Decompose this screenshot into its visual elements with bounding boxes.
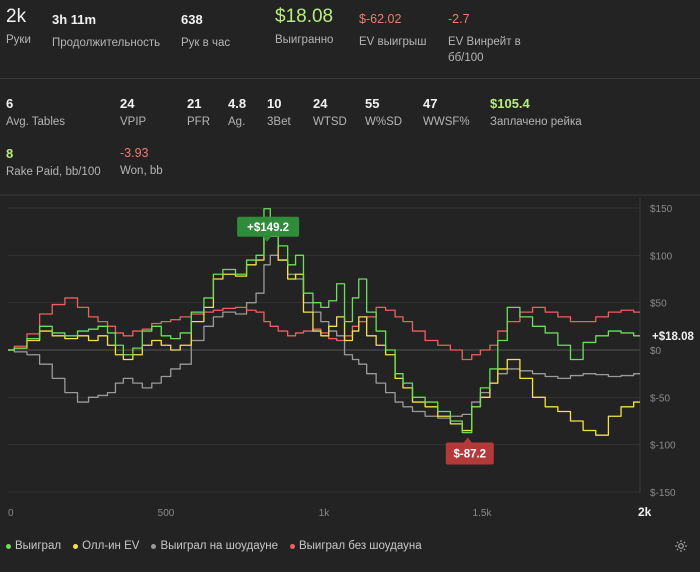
stat-label: 3Bet <box>267 116 291 128</box>
stat-value: -3.93 <box>120 146 149 160</box>
stat-label: Rake Paid, bb/100 <box>6 166 101 178</box>
hands-per-hour-stat: 638 Рук в час <box>181 12 230 51</box>
duration-stat: 3h 11m Продолжительность <box>52 12 160 51</box>
legend-showdown-dot <box>151 543 157 549</box>
stat-label: W%SD <box>365 116 403 128</box>
stat-3bet: 10 3Bet <box>267 96 291 130</box>
x-tick-label: 0 <box>8 508 14 519</box>
stat-won-bb: -3.93 Won, bb <box>120 146 163 179</box>
duration-label: Продолжительность <box>52 37 161 49</box>
ev-winrate-value: -2.7 <box>448 12 470 26</box>
stat-value: 24 <box>313 96 328 111</box>
x-tick-label: 1k <box>319 508 331 519</box>
legend-showdown-label: Выиграл на шоудауне <box>160 540 278 552</box>
y-tick-label: $0 <box>650 346 662 357</box>
won-value: $18.08 <box>275 6 334 27</box>
stat-label: WWSF% <box>423 116 470 128</box>
stat-rake-paid-bb-100: 8 Rake Paid, bb/100 <box>6 146 101 180</box>
ev-winrate-label: EV Винрейт в бб/100 <box>448 36 521 64</box>
min-badge-pointer <box>463 437 472 443</box>
min-badge-label: $-87.2 <box>453 449 486 461</box>
stat-value: 6 <box>6 96 14 111</box>
legend-won-label: Выиграл <box>15 540 62 552</box>
stat-value: 24 <box>120 96 135 111</box>
ev-winrate-stat: -2.7 EV Винрейт в бб/100 <box>448 12 538 66</box>
stat-wwsf-: 47 WWSF% <box>423 96 470 130</box>
stat-label: Заплачено рейка <box>490 116 582 128</box>
stat-label: Avg. Tables <box>6 116 66 128</box>
stat-label: PFR <box>187 116 210 128</box>
stat-label: WTSD <box>313 116 347 128</box>
y-tick-label: $50 <box>650 299 667 310</box>
stat-avg-tables: 6 Avg. Tables <box>6 96 65 130</box>
x-tick-label: 500 <box>158 508 175 519</box>
legend-allin-ev[interactable]: Олл-ин EV <box>73 540 139 552</box>
legend-non-showdown-dot <box>289 543 295 549</box>
gear-icon[interactable] <box>674 539 688 553</box>
stat-label: Ag. <box>228 116 246 128</box>
hands-per-hour-label: Рук в час <box>181 37 231 49</box>
legend-won-dot <box>6 543 11 549</box>
stat-value: $105.4 <box>490 96 530 111</box>
ev-won-value: $-62.02 <box>359 12 402 26</box>
stat-value: 4.8 <box>228 96 247 111</box>
won-label: Выигранно <box>275 34 334 46</box>
chart-legend: Выиграл Олл-ин EV Выиграл на шоудауне Вы… <box>6 540 434 552</box>
legend-allin-ev-dot <box>73 543 79 549</box>
stat-ag-: 4.8 Ag. <box>228 96 246 130</box>
y-tick-label: $150 <box>650 204 673 215</box>
stat-value: 8 <box>6 146 14 161</box>
max-badge <box>237 216 300 237</box>
stat-wtsd: 24 WTSD <box>313 96 347 130</box>
end-value-label: +$18.08 <box>652 331 694 343</box>
ev-won-label: EV выигрыш <box>359 36 427 48</box>
header-divider <box>0 78 700 79</box>
stat-value: 47 <box>423 96 438 111</box>
y-tick-label: $-100 <box>650 441 676 452</box>
series-line-won <box>8 208 640 434</box>
max-badge-label: +$149.2 <box>247 222 289 234</box>
x-tick-label: 2k <box>638 505 652 519</box>
stat-value: 21 <box>187 96 202 111</box>
legend-showdown[interactable]: Выиграл на шоудауне <box>151 540 278 552</box>
x-tick-label: 1.5k <box>473 508 493 519</box>
stat-value: 10 <box>267 96 282 111</box>
y-tick-label: $100 <box>650 251 673 262</box>
hands-label: Руки <box>6 34 31 46</box>
series-line-showdown <box>8 254 640 419</box>
won-stat: $18.08 Выигранно <box>275 6 333 48</box>
stat-value: 55 <box>365 96 380 111</box>
hands-stat: 2k Руки <box>6 6 31 48</box>
legend-allin-ev-label: Олл-ин EV <box>82 540 140 552</box>
stat-label: VPIP <box>120 116 147 128</box>
legend-non-showdown-label: Выиграл без шоудауна <box>298 540 422 552</box>
y-tick-label: $-50 <box>650 393 670 404</box>
y-tick-label: $-150 <box>650 488 676 499</box>
max-badge-pointer <box>263 236 272 242</box>
ev-won-stat: $-62.02 EV выигрыш <box>359 12 426 50</box>
stat-label: Won, bb <box>120 165 163 177</box>
hands-value: 2k <box>6 6 27 27</box>
min-badge <box>445 442 494 465</box>
legend-non-showdown[interactable]: Выиграл без шоудауна <box>289 540 422 552</box>
legend-won[interactable]: Выиграл <box>6 540 61 552</box>
profit-chart: $150 $100 $50 $0 $-50 $-100 $-150 0 500 1k 1.5k 2k +… <box>0 194 700 519</box>
stat-vpip: 24 VPIP <box>120 96 146 130</box>
duration-value: 3h 11m <box>52 12 97 27</box>
stat-заплачено-рейка: $105.4 Заплачено рейка <box>490 96 582 130</box>
stat-pfr: 21 PFR <box>187 96 210 130</box>
stat-w-sd: 55 W%SD <box>365 96 402 130</box>
hands-per-hour-value: 638 <box>181 12 203 27</box>
